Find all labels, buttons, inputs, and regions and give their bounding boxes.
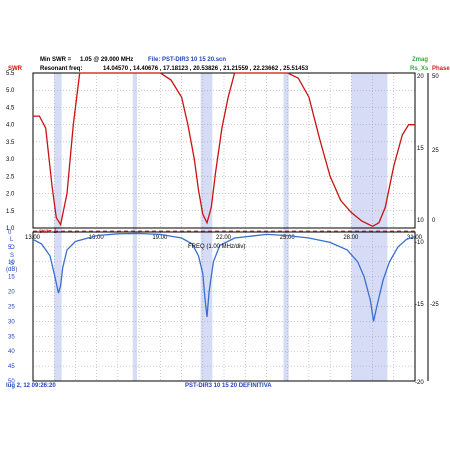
x-axis-title: FREQ (1.00 MHz/div): [188, 244, 245, 250]
timestamp: lug 2, 12 09:26:20: [6, 383, 56, 389]
swr-axis-title: SWR: [8, 66, 23, 72]
plot-frames: [32, 72, 429, 382]
swr-y-tick: 3.5: [6, 140, 15, 146]
zmag-legend: Zmag: [412, 57, 429, 63]
swr-y-tick: 4.0: [6, 123, 15, 129]
shaded-band: [132, 73, 137, 381]
swr-y-tick: 5.0: [6, 88, 15, 94]
rl-y-tick: 10: [8, 260, 15, 266]
resonant-freq-values: 14.04570 , 14.40676 , 17.18123 , 20.5382…: [103, 66, 309, 72]
rl-y-tick: 40: [8, 349, 15, 355]
phase-axis-tick: 0: [432, 218, 436, 224]
x-tick: 28.00: [343, 235, 359, 241]
swr-y-tick: 1.0: [6, 226, 15, 232]
shaded-band: [200, 73, 213, 381]
rl-y-tick: 35: [8, 334, 15, 340]
shaded-band: [283, 73, 289, 381]
rl-axis-title-char: S: [10, 253, 14, 259]
x-tick: 31.00: [407, 235, 423, 241]
swr-y-tick: 5.5: [6, 71, 15, 77]
swr-y-tick: 2.5: [6, 174, 15, 180]
rl-axis-title-char: L: [10, 237, 14, 243]
shaded-frequency-bands: [54, 73, 388, 381]
right-axis-tick: -20: [415, 380, 424, 386]
rl-axis-title-char: S: [10, 261, 14, 267]
file-name: File: PST-DIR3 10 15 20.scn: [148, 57, 227, 63]
rl-axis-unit: (dB): [6, 267, 17, 273]
swr-y-tick: 4.5: [6, 105, 15, 111]
x-tick: 16.00: [89, 235, 105, 241]
rsxs-legend: Rs_Xs: [410, 66, 429, 72]
rl-y-tick: 25: [8, 305, 15, 311]
x-tick: 13.00: [25, 235, 41, 241]
rl-frame: [32, 231, 416, 382]
rl-y-tick: 15: [8, 275, 15, 281]
footer-title: PST-DIR3 10 15 20 DEFINITIVA: [185, 383, 272, 389]
swr-curve: [33, 72, 415, 228]
axis-tick-labels: 5.55.04.54.03.53.02.52.01.51.00510152025…: [6, 71, 439, 386]
data-curves: [32, 72, 416, 322]
shaded-band: [351, 73, 388, 381]
rl-y-tick: 45: [8, 364, 15, 370]
x-tick: 25.00: [280, 235, 296, 241]
phase-legend: Phase: [432, 66, 450, 72]
right-axis-tick: 10: [417, 218, 424, 224]
rl-axis-title-char: O: [10, 245, 15, 251]
right-axis-tick: -10: [415, 240, 424, 246]
swr-y-tick: 2.0: [6, 192, 15, 198]
min-swr-label: Min SWR =: [40, 57, 72, 63]
rl-curve: [32, 232, 416, 322]
min-swr-value: 1.05 @ 29.000 MHz: [80, 57, 134, 63]
right-axis-tick: 20: [417, 74, 424, 80]
shaded-band: [54, 73, 62, 381]
swr-y-tick: 1.5: [6, 209, 15, 215]
swr-marker-label: swr= 1: [39, 229, 58, 235]
x-tick: 19.00: [152, 235, 168, 241]
phase-axis-tick: -25: [430, 302, 439, 308]
rl-y-tick: 50: [8, 379, 15, 385]
swr-frame: [32, 72, 416, 229]
rl-y-tick: 5: [8, 245, 12, 251]
resonant-freq-label: Resonant freq:: [40, 66, 83, 72]
x-tick: 22.00: [216, 235, 232, 241]
rl-y-tick: 20: [8, 290, 15, 296]
right-axis-tick: -15: [415, 302, 424, 308]
swr-y-tick: 3.0: [6, 157, 15, 163]
phase-axis-tick: 25: [432, 148, 439, 154]
right-axis-tick: 15: [417, 146, 424, 152]
rl-y-tick: 30: [8, 319, 15, 325]
rl-y-tick: 0: [8, 230, 12, 236]
phase-axis-tick: 50: [432, 74, 439, 80]
